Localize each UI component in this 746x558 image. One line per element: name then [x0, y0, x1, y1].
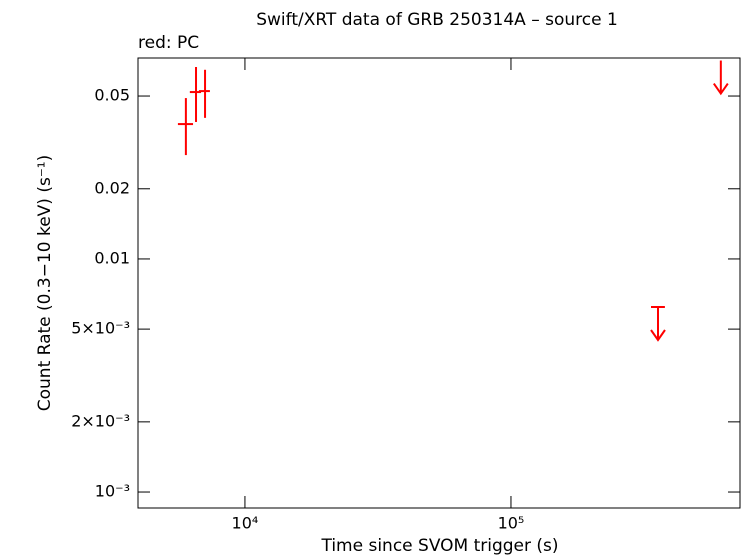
chart-subtitle: red: PC: [138, 33, 199, 53]
y-tick-label: 0.02: [94, 178, 130, 197]
y-tick-label: 5×10⁻³: [71, 319, 130, 338]
y-axis-label: Count Rate (0.3−10 keV) (s⁻¹): [35, 155, 55, 412]
plot-frame: [137, 57, 741, 509]
x-tick-label: 10⁴: [232, 514, 259, 533]
upper-limit-arrowhead: [650, 329, 666, 342]
y-tick-label: 2×10⁻³: [71, 411, 130, 430]
upper-limit-arrowhead: [713, 82, 729, 96]
x-axis-label: Time since SVOM trigger (s): [320, 536, 558, 556]
chart-title: Swift/XRT data of GRB 250314A – source 1: [256, 10, 618, 30]
y-tick-label: 0.05: [94, 86, 130, 105]
y-tick-label: 0.01: [94, 248, 130, 267]
y-tick-label: 10⁻³: [95, 482, 130, 501]
x-tick-label: 10⁵: [498, 514, 525, 533]
